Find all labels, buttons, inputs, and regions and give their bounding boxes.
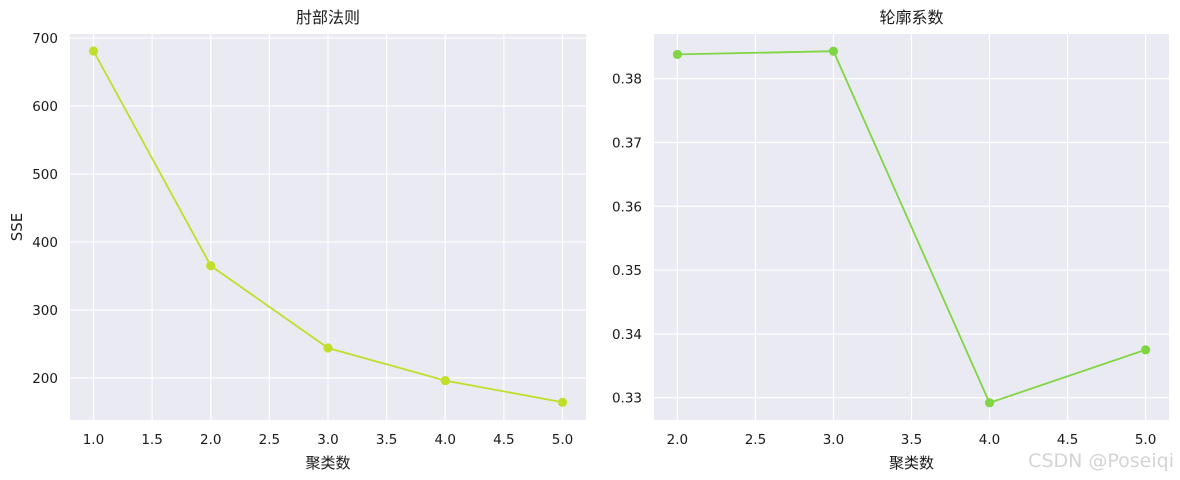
- x-tick-label: 3.5: [376, 432, 397, 448]
- y-tick-label: 0.34: [612, 327, 642, 343]
- x-axis-label: 聚类数: [305, 454, 350, 472]
- x-tick-label: 2.5: [259, 432, 280, 448]
- y-axis-label: SSE: [8, 213, 26, 242]
- data-point: [672, 49, 683, 60]
- chart-1: 1.0 1.5 2.0 2.5 3.0 3.5 4.0 4.5 5.0 200 300 400 500 6…: [8, 8, 586, 472]
- x-tick-label: 2.5: [745, 432, 766, 448]
- x-tick-label: 4.5: [493, 432, 514, 448]
- data-point: [557, 397, 568, 407]
- data-point: [323, 343, 333, 353]
- y-tick-label: 0.37: [612, 135, 642, 151]
- x-tick-label: 4.0: [435, 432, 456, 448]
- x-tick-label: 1.0: [83, 432, 104, 448]
- y-tick-label: 700: [32, 31, 58, 47]
- data-point: [206, 261, 216, 271]
- data-point: [88, 46, 99, 56]
- series-line: [677, 50, 1146, 404]
- x-tick-label: 3.0: [823, 432, 844, 448]
- data-point: [984, 398, 995, 408]
- y-tick-label: 300: [32, 303, 58, 319]
- y-tick-label: 0.38: [612, 72, 642, 88]
- x-tick-label: 2.0: [667, 432, 688, 448]
- x-tick-label: 3.5: [901, 432, 922, 448]
- y-tick-label: 0.35: [612, 263, 642, 279]
- y-tick-label: 0.36: [612, 199, 642, 215]
- y-tick-label: 0.33: [612, 391, 642, 407]
- y-tick-label: 600: [32, 99, 58, 115]
- data-point: [828, 46, 839, 56]
- chart-title: 轮廓系数: [879, 8, 943, 27]
- x-tick-label: 5.0: [552, 432, 573, 448]
- y-tick-label: 200: [32, 371, 58, 387]
- x-tick-label: 3.0: [317, 432, 338, 448]
- data-point: [1140, 345, 1151, 355]
- x-tick-label: 2.0: [200, 432, 221, 448]
- x-tick-label: 1.5: [141, 432, 162, 448]
- x-axis-label: 聚类数: [889, 454, 934, 472]
- x-tick-label: 4.5: [1057, 432, 1078, 448]
- watermark: CSDN @Poseiqi: [1028, 450, 1174, 472]
- y-tick-label: 400: [32, 235, 58, 251]
- y-tick-label: 500: [32, 167, 58, 183]
- x-tick-label: 5.0: [1135, 432, 1156, 448]
- x-tick-label: 4.0: [979, 432, 1000, 448]
- data-point: [440, 375, 450, 386]
- chart-2: 2.0 2.5 3.0 3.5 4.0 4.5 5.0 0.33 0.34 0.35 0.36 0.3…: [612, 8, 1169, 472]
- chart-title: 肘部法则: [296, 8, 360, 27]
